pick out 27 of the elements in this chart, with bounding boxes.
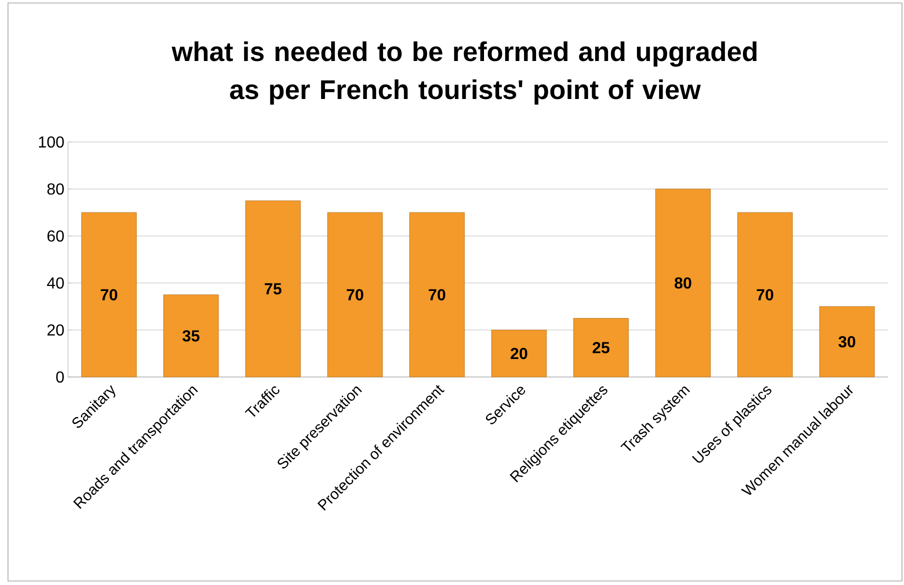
y-tick-label: 0 (56, 371, 64, 383)
data-label: 20 (510, 348, 528, 360)
bar (491, 330, 547, 378)
bar (81, 212, 137, 378)
bar (737, 212, 793, 378)
bar (245, 200, 301, 378)
bar (573, 318, 629, 378)
y-tick-label: 20 (47, 324, 64, 336)
bar (655, 188, 711, 378)
data-label: 70 (756, 289, 774, 300)
y-tick-label: 80 (47, 183, 64, 195)
data-label: 80 (674, 277, 692, 289)
bar (163, 294, 219, 378)
data-label: 75 (264, 283, 282, 294)
y-tick-label: 40 (47, 277, 64, 289)
data-label: 70 (100, 289, 118, 300)
data-label: 70 (346, 289, 364, 300)
chart-title: what is needed to be reformed and upgraded as per French tourists' point of view (172, 41, 756, 105)
bar (819, 306, 875, 378)
data-label: 35 (182, 330, 200, 342)
y-tick-label: 60 (47, 230, 64, 242)
data-label: 30 (838, 336, 856, 348)
bar (409, 212, 465, 378)
bar (327, 212, 383, 378)
y-tick-label: 100 (39, 136, 64, 148)
data-label: 70 (428, 289, 446, 300)
data-label: 25 (592, 342, 610, 354)
